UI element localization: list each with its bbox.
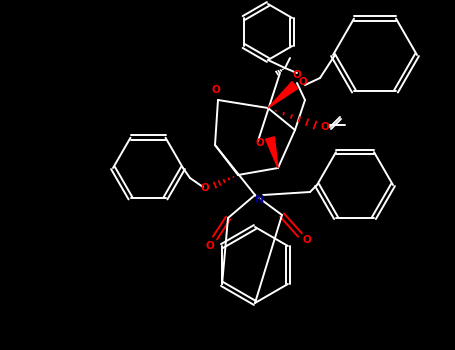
Text: O: O: [206, 241, 214, 251]
Text: O: O: [201, 183, 209, 193]
Text: O: O: [256, 138, 264, 148]
Text: O: O: [321, 122, 329, 132]
Text: O: O: [298, 77, 308, 87]
Text: O: O: [293, 70, 301, 80]
Text: O: O: [303, 235, 311, 245]
Polygon shape: [266, 137, 278, 168]
Polygon shape: [268, 82, 298, 108]
Text: O: O: [212, 85, 220, 95]
Text: N: N: [255, 195, 265, 205]
